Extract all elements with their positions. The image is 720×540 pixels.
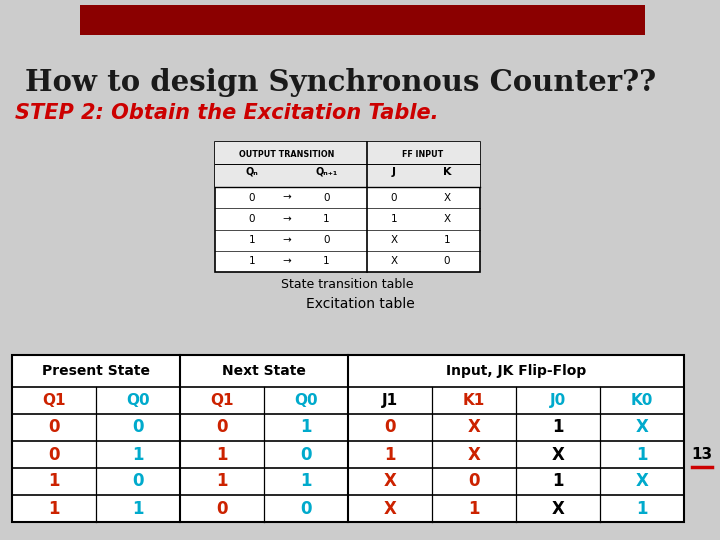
Text: J1: J1 — [382, 393, 398, 408]
Text: FF INPUT: FF INPUT — [402, 150, 444, 159]
Text: X: X — [467, 418, 480, 436]
Text: 0: 0 — [323, 235, 330, 245]
Text: 0: 0 — [48, 418, 60, 436]
Text: X: X — [444, 214, 451, 224]
Text: 1: 1 — [390, 214, 397, 224]
Text: State transition table: State transition table — [282, 278, 414, 291]
Text: →: → — [282, 256, 291, 266]
Text: 1: 1 — [323, 214, 330, 224]
Text: 1: 1 — [636, 500, 648, 517]
Text: OUTPUT TRANSITION: OUTPUT TRANSITION — [239, 150, 334, 159]
Text: X: X — [384, 472, 397, 490]
Text: 0: 0 — [300, 446, 312, 463]
Text: X: X — [467, 446, 480, 463]
Text: 1: 1 — [48, 472, 60, 490]
Text: Q0: Q0 — [126, 393, 150, 408]
Text: 0: 0 — [323, 193, 330, 202]
Text: Input, JK Flip-Flop: Input, JK Flip-Flop — [446, 364, 586, 378]
Text: 1: 1 — [300, 472, 312, 490]
Text: 1: 1 — [216, 472, 228, 490]
Text: X: X — [552, 500, 564, 517]
Text: 0: 0 — [132, 472, 144, 490]
Text: 1: 1 — [323, 256, 330, 266]
Text: 0: 0 — [300, 500, 312, 517]
Text: 1: 1 — [249, 235, 256, 245]
Text: Present State: Present State — [42, 364, 150, 378]
Text: 1: 1 — [552, 472, 564, 490]
Text: Q0: Q0 — [294, 393, 318, 408]
Text: How to design Synchronous Counter??: How to design Synchronous Counter?? — [25, 68, 656, 97]
Text: Q1: Q1 — [42, 393, 66, 408]
Text: →: → — [282, 193, 291, 202]
Text: 0: 0 — [444, 256, 450, 266]
Text: STEP 2: Obtain the Excitation Table.: STEP 2: Obtain the Excitation Table. — [15, 103, 438, 123]
Text: Next State: Next State — [222, 364, 306, 378]
Text: K: K — [443, 167, 451, 177]
Text: 1: 1 — [132, 500, 144, 517]
Text: 1: 1 — [384, 446, 396, 463]
Text: X: X — [552, 446, 564, 463]
Text: 0: 0 — [216, 418, 228, 436]
Text: 0: 0 — [391, 193, 397, 202]
Text: 0: 0 — [216, 500, 228, 517]
Text: 1: 1 — [636, 446, 648, 463]
Text: 0: 0 — [249, 193, 256, 202]
Text: 1: 1 — [468, 500, 480, 517]
Text: 1: 1 — [48, 500, 60, 517]
Text: X: X — [636, 418, 649, 436]
Text: 0: 0 — [249, 214, 256, 224]
Text: J: J — [392, 167, 396, 177]
Text: J0: J0 — [550, 393, 566, 408]
Text: K1: K1 — [463, 393, 485, 408]
Bar — [80, 5, 645, 35]
Text: X: X — [390, 235, 397, 245]
Text: 0: 0 — [384, 418, 396, 436]
Text: X: X — [636, 472, 649, 490]
Bar — [215, 142, 480, 272]
Text: 1: 1 — [552, 418, 564, 436]
Bar — [215, 142, 480, 187]
Text: 1: 1 — [300, 418, 312, 436]
Text: Qₙ₊₁: Qₙ₊₁ — [315, 167, 338, 177]
Text: 1: 1 — [132, 446, 144, 463]
Text: Q1: Q1 — [210, 393, 234, 408]
Text: X: X — [384, 500, 397, 517]
Bar — [12, 355, 684, 522]
Text: 13: 13 — [691, 447, 713, 462]
Text: →: → — [282, 214, 291, 224]
Text: 1: 1 — [249, 256, 256, 266]
Text: 1: 1 — [216, 446, 228, 463]
Text: Excitation table: Excitation table — [305, 297, 415, 311]
Text: K0: K0 — [631, 393, 653, 408]
Text: X: X — [390, 256, 397, 266]
Text: 0: 0 — [132, 418, 144, 436]
Text: 1: 1 — [444, 235, 450, 245]
Text: →: → — [282, 235, 291, 245]
Text: 0: 0 — [48, 446, 60, 463]
Text: X: X — [444, 193, 451, 202]
Text: 0: 0 — [468, 472, 480, 490]
Text: Qₙ: Qₙ — [246, 167, 258, 177]
